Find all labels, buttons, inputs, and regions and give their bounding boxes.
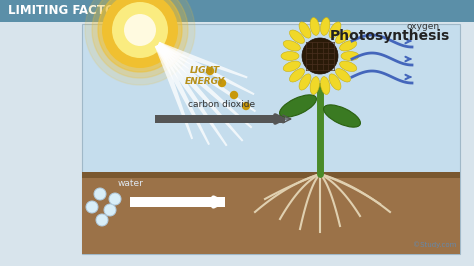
Bar — [82, 172, 460, 254]
Ellipse shape — [280, 95, 317, 117]
Ellipse shape — [310, 77, 319, 94]
Ellipse shape — [336, 69, 350, 82]
Ellipse shape — [290, 69, 304, 82]
Polygon shape — [155, 42, 252, 128]
Circle shape — [302, 38, 338, 74]
Ellipse shape — [283, 40, 301, 51]
Polygon shape — [157, 42, 247, 78]
Circle shape — [92, 0, 188, 78]
Circle shape — [86, 201, 98, 213]
Circle shape — [230, 92, 237, 98]
Bar — [82, 172, 460, 178]
Text: LIGHT
ENERGY: LIGHT ENERGY — [185, 66, 225, 86]
Circle shape — [109, 193, 121, 205]
Ellipse shape — [339, 61, 357, 72]
Ellipse shape — [339, 40, 357, 51]
Bar — [82, 24, 460, 254]
Ellipse shape — [299, 22, 311, 38]
Bar — [130, 197, 225, 207]
Circle shape — [98, 0, 182, 72]
Text: oxygen: oxygen — [407, 22, 440, 31]
Circle shape — [104, 204, 116, 216]
Circle shape — [243, 102, 249, 110]
Circle shape — [96, 214, 108, 226]
Circle shape — [85, 0, 195, 85]
Circle shape — [219, 80, 226, 86]
Circle shape — [112, 2, 168, 58]
Bar — [155, 115, 285, 123]
Ellipse shape — [336, 30, 350, 43]
Polygon shape — [155, 43, 210, 145]
Ellipse shape — [341, 52, 359, 60]
Polygon shape — [156, 42, 255, 95]
Ellipse shape — [299, 74, 311, 90]
Circle shape — [102, 0, 178, 68]
Ellipse shape — [324, 105, 360, 127]
Ellipse shape — [329, 74, 341, 90]
Ellipse shape — [281, 52, 299, 60]
Circle shape — [124, 14, 156, 46]
Polygon shape — [155, 43, 244, 142]
Text: Photosynthesis: Photosynthesis — [330, 29, 450, 43]
Text: ©Study.com: ©Study.com — [413, 241, 456, 248]
Text: LIMITING FACTORS: LIMITING FACTORS — [8, 5, 133, 18]
Text: water: water — [118, 179, 144, 188]
Ellipse shape — [320, 18, 330, 35]
Polygon shape — [155, 43, 228, 146]
Circle shape — [207, 68, 213, 74]
Ellipse shape — [310, 18, 319, 35]
Circle shape — [94, 188, 106, 200]
Polygon shape — [156, 42, 256, 112]
Ellipse shape — [320, 77, 330, 94]
Bar — [0, 0, 474, 22]
Ellipse shape — [290, 30, 304, 43]
Ellipse shape — [283, 61, 301, 72]
Ellipse shape — [329, 22, 341, 38]
Polygon shape — [155, 44, 193, 139]
Text: carbon dioxide: carbon dioxide — [189, 100, 255, 109]
